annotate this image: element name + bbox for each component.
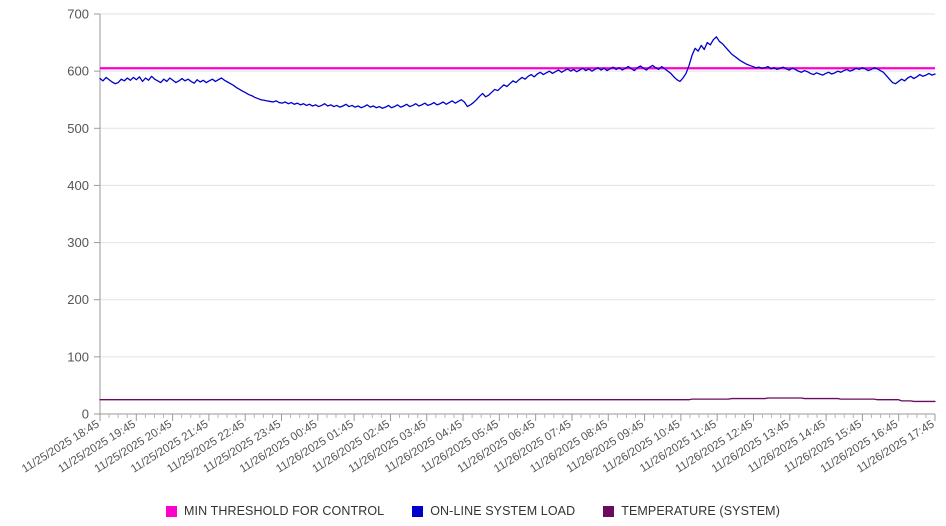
legend-item-0[interactable]: MIN THRESHOLD FOR CONTROL: [166, 504, 384, 518]
series-line-2: [99, 397, 936, 403]
svg-text:200: 200: [67, 292, 89, 307]
series-line-1: [99, 36, 936, 109]
svg-text:100: 100: [67, 349, 89, 364]
svg-text:0: 0: [82, 407, 89, 422]
legend-item-1[interactable]: ON-LINE SYSTEM LOAD: [412, 504, 575, 518]
svg-text:700: 700: [67, 7, 89, 22]
legend-swatch-icon: [166, 505, 178, 517]
legend-swatch-icon: [412, 505, 424, 517]
legend-label: ON-LINE SYSTEM LOAD: [430, 504, 576, 518]
series-lines: [99, 36, 936, 403]
legend-swatch-icon: [603, 505, 615, 517]
legend-label: TEMPERATURE (SYSTEM): [621, 504, 780, 518]
svg-text:300: 300: [67, 235, 89, 250]
svg-text:500: 500: [67, 121, 89, 136]
legend-item-2[interactable]: TEMPERATURE (SYSTEM): [603, 504, 780, 518]
legend-label: MIN THRESHOLD FOR CONTROL: [184, 504, 385, 518]
x-axis: [99, 413, 936, 421]
chart-legend: MIN THRESHOLD FOR CONTROL ON-LINE SYSTEM …: [0, 504, 946, 518]
svg-text:600: 600: [67, 64, 89, 79]
svg-text:400: 400: [67, 178, 89, 193]
y-axis: 0 100 200 300 400 500 600 700: [67, 7, 101, 422]
gridlines: [100, 13, 935, 358]
